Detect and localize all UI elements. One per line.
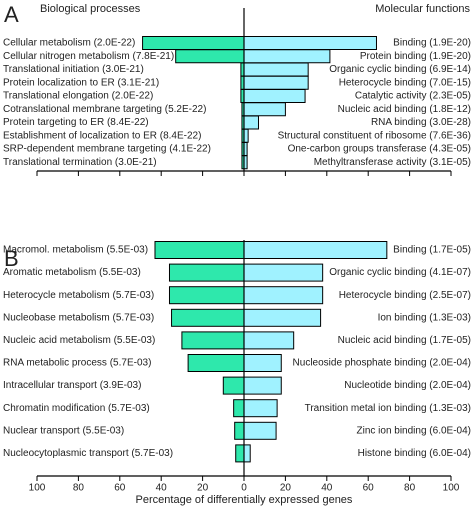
bar xyxy=(243,128,249,143)
bar xyxy=(243,89,306,103)
bar xyxy=(243,75,309,90)
bar xyxy=(243,62,309,77)
category-label: Nucleotide binding (2.0E-04) xyxy=(344,380,471,391)
x-tick-label: 60 xyxy=(363,483,375,494)
category-label: Nuclear transport (5.5E-03) xyxy=(3,425,124,436)
bar xyxy=(171,308,245,327)
bar xyxy=(222,376,245,395)
category-label: One-carbon groups transferase (4.3E-05) xyxy=(288,144,471,155)
category-label: Structural constituent of ribosome (7.6E… xyxy=(278,130,471,141)
x-tick-label: 100 xyxy=(29,483,46,494)
bar xyxy=(243,241,388,259)
bar xyxy=(181,331,245,350)
category-label: Heterocycle binding (2.5E-07) xyxy=(339,290,471,301)
category-label: Histone binding (6.0E-04) xyxy=(358,448,471,459)
category-label: Nucleobase metabolism (5.7E-03) xyxy=(3,312,154,323)
category-label: Catalytic activity (2.3E-05) xyxy=(355,91,471,102)
series-heading: Molecular functions xyxy=(375,3,470,15)
panel-letter: A xyxy=(4,2,19,27)
category-label: SRP-dependent membrane targeting (4.1E-2… xyxy=(3,144,211,155)
category-label: Intracellular transport (3.9E-03) xyxy=(3,380,141,391)
category-label: Heterocycle metabolism (5.7E-03) xyxy=(3,290,154,301)
category-label: Establishment of localization to ER (8.4… xyxy=(3,130,201,141)
x-tick-label: 20 xyxy=(197,483,209,494)
category-label: Translational elongation (2.0E-22) xyxy=(3,91,153,102)
bar xyxy=(187,354,245,372)
x-tick-label: 80 xyxy=(73,483,85,494)
bar xyxy=(154,241,245,259)
bar xyxy=(233,399,245,418)
x-axis-label: Percentage of differentially expressed g… xyxy=(136,494,353,506)
bar xyxy=(243,354,282,372)
category-label: Organic cyclic binding (6.9E-14) xyxy=(329,64,471,75)
bar xyxy=(243,331,295,350)
bar xyxy=(142,36,245,50)
x-tick-label: 40 xyxy=(156,483,168,494)
x-tick-label: 60 xyxy=(114,483,126,494)
category-label: Organic cyclic binding (4.1E-07) xyxy=(329,267,471,278)
category-label: Nucleoside phosphate binding (2.0E-04) xyxy=(293,358,471,369)
category-label: Cellular nitrogen metabolism (7.8E-21) xyxy=(3,51,174,62)
category-label: Nucleic acid binding (1.8E-12) xyxy=(338,104,471,115)
x-tick-label: 20 xyxy=(280,483,292,494)
bar xyxy=(243,308,322,327)
bar xyxy=(243,49,331,64)
category-label: Nucleic acid binding (1.7E-05) xyxy=(338,335,471,346)
category-label: Cotranslational membrane targeting (5.2E… xyxy=(3,104,206,115)
x-tick-label: 100 xyxy=(443,483,460,494)
bar xyxy=(168,263,245,282)
category-label: Cellular metabolism (2.0E-22) xyxy=(3,38,135,49)
category-label: Chromatin modification (5.7E-03) xyxy=(3,403,150,414)
series-heading: Biological processes xyxy=(40,3,141,15)
bar xyxy=(235,444,245,463)
bar xyxy=(234,421,245,440)
category-label: Binding (1.7E-05) xyxy=(393,245,471,256)
category-label: Nucleocytoplasmic transport (5.7E-03) xyxy=(3,448,173,459)
category-label: Translational initiation (3.0E-21) xyxy=(3,64,144,75)
bar xyxy=(243,376,282,395)
category-label: Nucleic acid metabolism (5.5E-03) xyxy=(3,335,155,346)
category-label: RNA binding (3.0E-28) xyxy=(371,117,471,128)
bar xyxy=(243,115,259,130)
category-label: Macromol. metabolism (5.5E-03) xyxy=(3,245,148,256)
category-label: Protein binding (1.9E-20) xyxy=(360,51,471,62)
bar xyxy=(168,286,245,305)
bar xyxy=(243,444,251,463)
bar xyxy=(243,399,278,418)
category-label: Ion binding (1.3E-03) xyxy=(378,312,471,323)
bar xyxy=(243,36,377,50)
category-label: Protein localization to ER (3.1E-21) xyxy=(3,77,159,88)
category-label: Zinc ion binding (6.0E-04) xyxy=(356,425,471,436)
x-tick-label: 0 xyxy=(241,483,247,494)
category-label: Protein targeting to ER (8.4E-22) xyxy=(3,117,149,128)
category-label: Aromatic metabolism (5.5E-03) xyxy=(3,267,141,278)
category-label: Translational termination (3.0E-21) xyxy=(3,157,157,168)
bar xyxy=(243,421,277,440)
x-tick-label: 80 xyxy=(404,483,416,494)
bar xyxy=(243,263,324,282)
x-tick-label: 40 xyxy=(321,483,333,494)
category-label: Methyltransferase activity (3.1E-05) xyxy=(314,157,471,168)
category-label: RNA metabolic process (5.7E-03) xyxy=(3,358,151,369)
bar xyxy=(175,49,245,64)
bar xyxy=(243,102,286,117)
category-label: Transition metal ion binding (1.3E-03) xyxy=(305,403,471,414)
bar xyxy=(243,286,324,305)
category-label: Heterocycle binding (7.0E-15) xyxy=(339,77,471,88)
category-label: Binding (1.9E-20) xyxy=(393,38,471,49)
panel-letter: B xyxy=(4,246,19,271)
